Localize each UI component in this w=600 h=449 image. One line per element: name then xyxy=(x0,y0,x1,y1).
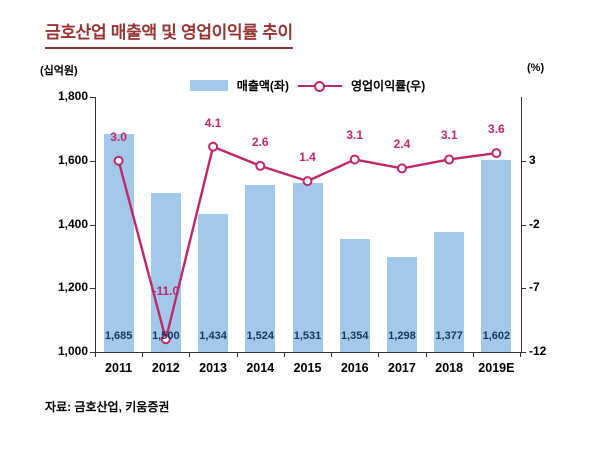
y2-axis-tick-label: 3 xyxy=(529,152,536,167)
margin-legend-marker-icon xyxy=(313,80,325,92)
margin-line xyxy=(117,145,497,340)
y2-axis-tick-label: -12 xyxy=(529,344,547,358)
margin-value-label: 3.6 xyxy=(488,122,505,137)
margin-point xyxy=(113,155,124,166)
margin-value-label: 1.4 xyxy=(299,150,316,165)
margin-line-svg xyxy=(113,141,502,345)
revenue-legend-label: 매출액(좌) xyxy=(236,79,289,93)
x-axis-tick xyxy=(472,353,474,357)
revenue-bar xyxy=(150,192,181,352)
y-axis-tick xyxy=(90,352,95,353)
x-axis-tick xyxy=(142,353,144,357)
margin-legend-label: 영업이익률(우) xyxy=(350,79,426,93)
x-axis-tick xyxy=(236,353,238,357)
x-axis-label: 2018 xyxy=(435,361,464,375)
y-axis-tick xyxy=(90,97,95,98)
revenue-bar xyxy=(292,182,323,352)
y2-axis-tick xyxy=(521,160,526,162)
y2-axis-tick-label: -2 xyxy=(529,216,540,231)
margin-value-label: 2.6 xyxy=(251,134,269,149)
x-axis-tick xyxy=(189,353,191,357)
revenue-bar xyxy=(245,184,276,352)
margin-value-label: 2.4 xyxy=(393,137,411,152)
chart-title: 금호산업 매출액 및 영업이익률 추이 xyxy=(45,18,293,49)
revenue-value-label: 1,500 xyxy=(152,330,180,342)
revenue-bar xyxy=(103,133,134,352)
x-axis-label: 2016 xyxy=(340,361,369,375)
y-axis-tick-label: 1,200 xyxy=(57,280,88,295)
y-axis-tick-label: 1,400 xyxy=(57,216,88,231)
revenue-bar xyxy=(434,231,465,352)
x-axis-label: 2013 xyxy=(199,361,227,375)
revenue-value-label: 1,377 xyxy=(435,330,463,342)
margin-point xyxy=(208,141,219,152)
x-axis-label: 2011 xyxy=(105,361,133,375)
y-axis-tick xyxy=(90,224,95,226)
margin-point xyxy=(349,154,360,165)
right-axis-unit-label: (%) xyxy=(527,62,545,74)
revenue-legend-swatch xyxy=(189,80,228,91)
x-axis-tick xyxy=(378,353,380,357)
x-axis-label: 2012 xyxy=(151,361,180,375)
x-axis-tick xyxy=(425,353,427,357)
x-axis-label: 2014 xyxy=(246,361,275,375)
y-axis-tick-label: 1,600 xyxy=(57,152,88,167)
revenue-value-label: 1,602 xyxy=(482,330,511,342)
revenue-bar xyxy=(198,213,229,352)
margin-value-label: 3.1 xyxy=(440,128,458,143)
margin-point xyxy=(396,163,407,174)
revenue-value-label: 1,531 xyxy=(293,330,322,342)
x-axis-tick xyxy=(95,353,96,357)
x-axis-tick xyxy=(283,353,285,357)
margin-value-label: -11.0 xyxy=(152,284,180,299)
revenue-value-label: 1,354 xyxy=(340,330,369,342)
margin-value-label: 3.1 xyxy=(346,128,364,143)
x-axis-tick xyxy=(520,353,521,357)
y2-axis-tick xyxy=(521,352,526,353)
revenue-value-label: 1,685 xyxy=(104,330,133,342)
x-axis-label: 2015 xyxy=(293,361,322,375)
x-axis-tick xyxy=(331,353,333,357)
y-axis-tick xyxy=(90,160,95,162)
margin-point xyxy=(160,334,171,345)
margin-value-label: 4.1 xyxy=(204,115,222,130)
y2-axis-tick xyxy=(521,288,526,290)
legend: 매출액(좌) 영업이익률(우) xyxy=(95,77,520,94)
y-axis-tick-label: 1,000 xyxy=(57,344,88,358)
x-axis-label: 2019E xyxy=(478,361,515,375)
revenue-bar xyxy=(339,239,370,352)
revenue-value-label: 1,434 xyxy=(199,330,227,342)
x-axis-label: 2017 xyxy=(388,361,416,375)
y2-axis-tick-label: -7 xyxy=(529,280,540,295)
left-axis-unit-label: (십억원) xyxy=(40,65,78,77)
y-axis-tick xyxy=(90,288,95,290)
revenue-value-label: 1,524 xyxy=(246,330,275,342)
revenue-bar xyxy=(386,257,417,352)
y2-axis-tick xyxy=(521,224,526,226)
source-note: 자료: 금호산업, 키움증권 xyxy=(45,400,170,414)
margin-legend-swatch xyxy=(297,80,342,92)
margin-point xyxy=(491,148,502,159)
y-axis-tick-label: 1,800 xyxy=(57,89,88,103)
margin-value-label: 3.0 xyxy=(110,129,127,144)
margin-point xyxy=(444,154,455,165)
margin-point xyxy=(255,160,266,171)
margin-point xyxy=(302,176,313,187)
revenue-value-label: 1,298 xyxy=(388,330,416,342)
revenue-bar xyxy=(481,160,512,352)
